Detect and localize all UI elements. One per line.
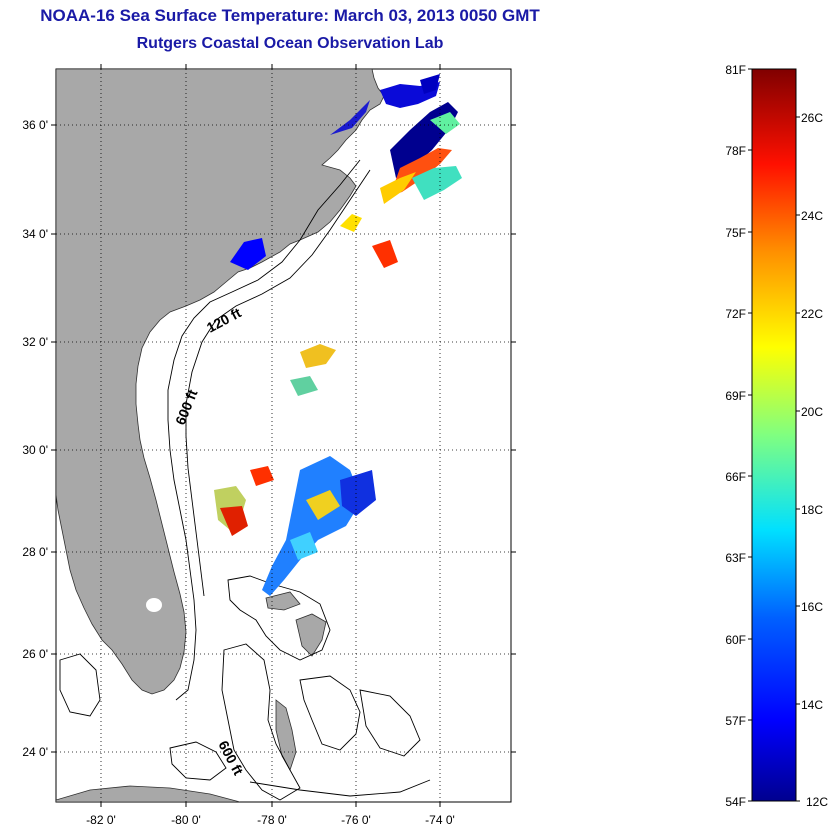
lake-okeechobee <box>146 598 162 612</box>
land-cuba <box>56 785 241 802</box>
lat-label: 26 0' <box>22 647 48 661</box>
colorbar-f-label: 69F <box>725 389 746 403</box>
colorbar-ticks <box>748 68 800 802</box>
land-southeast-us <box>56 69 385 695</box>
lat-label: 32 0' <box>22 335 48 349</box>
lat-label: 28 0' <box>22 545 48 559</box>
colorbar-c-label: 14C <box>801 698 823 712</box>
lon-label: -82 0' <box>86 813 116 827</box>
map-subtitle: Rutgers Coastal Ocean Observation Lab <box>136 35 444 52</box>
land-bahamas-3 <box>265 591 301 611</box>
colorbar-c-label: 24C <box>801 209 823 223</box>
lon-label: -80 0' <box>171 813 201 827</box>
bathymetry-contours <box>59 159 431 801</box>
colorbar-f-label: 57F <box>725 714 746 728</box>
lat-label: 34 0' <box>22 227 48 241</box>
colorbar-f-label: 81F <box>725 63 746 77</box>
land-bahamas-1 <box>275 699 297 771</box>
colorbar-c-label: 20C <box>801 405 823 419</box>
land-bahamas-2 <box>295 613 327 657</box>
lon-label: -74 0' <box>425 813 455 827</box>
sst-patches <box>214 74 462 596</box>
lon-label: -78 0' <box>257 813 287 827</box>
axis-ticks <box>51 64 516 807</box>
map-title: NOAA-16 Sea Surface Temperature: March 0… <box>40 6 540 25</box>
colorbar-f-label: 54F <box>725 795 746 809</box>
lat-label: 30 0' <box>22 443 48 457</box>
colorbar-c-label: 22C <box>801 307 823 321</box>
colorbar-f-label: 75F <box>725 226 746 240</box>
colorbar-f-label: 66F <box>725 470 746 484</box>
colorbar <box>751 68 797 802</box>
lat-label: 36 0' <box>22 118 48 132</box>
colorbar-f-label: 63F <box>725 551 746 565</box>
colorbar-f-label: 60F <box>725 633 746 647</box>
colorbar-f-label: 78F <box>725 144 746 158</box>
lon-label: -76 0' <box>341 813 371 827</box>
colorbar-f-label: 72F <box>725 307 746 321</box>
lat-label: 24 0' <box>22 745 48 759</box>
colorbar-c-label: 18C <box>801 503 823 517</box>
colorbar-c-label: 12C <box>806 795 828 809</box>
colorbar-c-label: 26C <box>801 111 823 125</box>
colorbar-c-label: 16C <box>801 600 823 614</box>
